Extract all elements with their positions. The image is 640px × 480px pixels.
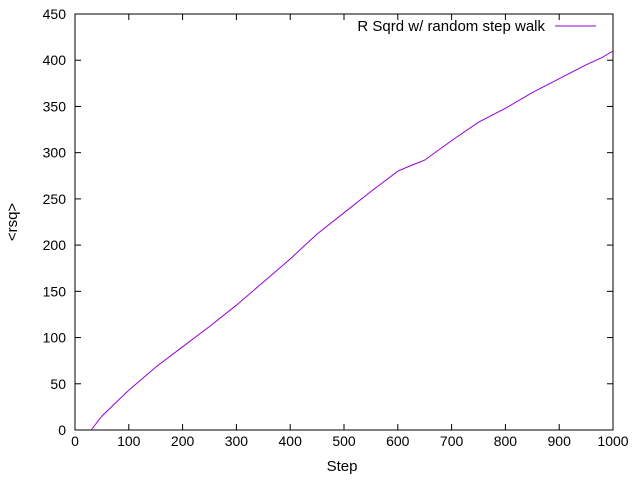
y-axis-label: <rsq> [4, 203, 21, 242]
x-tick-label: 800 [494, 433, 518, 449]
y-tick-label: 50 [50, 376, 66, 392]
y-tick-label: 100 [43, 330, 67, 346]
y-tick-label: 150 [43, 283, 67, 299]
legend-label: R Sqrd w/ random step walk [357, 18, 545, 35]
x-tick-label: 300 [225, 433, 249, 449]
y-tick-label: 400 [43, 52, 67, 68]
x-tick-label: 600 [386, 433, 410, 449]
x-tick-label: 1000 [597, 433, 628, 449]
tick-labels: 0 100 200 300 400 500 600 700 800 900 1000 0 50 100 15… [43, 6, 629, 449]
x-tick-label: 500 [332, 433, 356, 449]
y-tick-label: 200 [43, 237, 67, 253]
x-tick-label: 0 [71, 433, 79, 449]
x-tick-label: 200 [171, 433, 195, 449]
x-tick-label: 400 [279, 433, 303, 449]
x-tick-label: 900 [548, 433, 572, 449]
plot-frame [74, 13, 614, 431]
y-tick-label: 450 [43, 6, 67, 22]
y-tick-label: 300 [43, 145, 67, 161]
x-axis-label: Step [327, 458, 358, 475]
y-tick-label: 0 [58, 422, 66, 438]
y-tick-label: 350 [43, 98, 67, 114]
y-tick-label: 250 [43, 191, 67, 207]
series-line [90, 50, 614, 431]
x-tick-label: 100 [117, 433, 141, 449]
x-tick-label: 700 [440, 433, 464, 449]
